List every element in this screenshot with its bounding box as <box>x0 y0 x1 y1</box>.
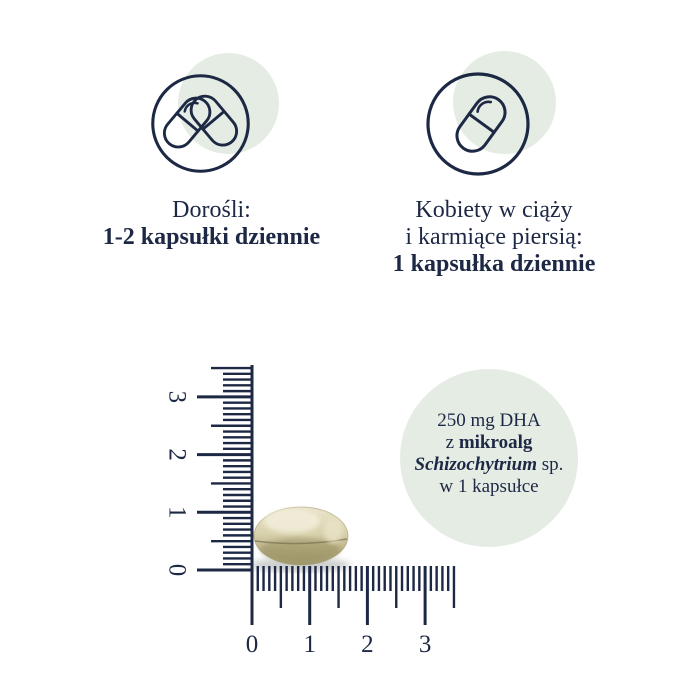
dha-source: z mikroalg <box>445 432 533 453</box>
vertical-ruler-label: 1 <box>164 506 191 519</box>
capsule-side-highlight <box>324 519 342 543</box>
dosage-pregnant-label-1: Kobiety w ciąży <box>415 197 573 223</box>
capsule-highlight <box>183 101 199 113</box>
size-ruler: 0 1 2 3 0 1 2 3 <box>164 365 456 658</box>
capsule-highlight <box>476 100 493 113</box>
vertical-ruler-label: 2 <box>164 448 191 461</box>
icon-ring <box>426 72 530 176</box>
icon-ring <box>151 74 250 173</box>
capsule-right <box>189 94 239 147</box>
horizontal-ruler-label: 3 <box>419 631 432 658</box>
dosage-adults-amount: 1-2 kapsułki dziennie <box>102 224 321 250</box>
vertical-ruler-label: 0 <box>164 564 191 577</box>
capsule-top-highlight <box>264 509 320 533</box>
decorative-circle-pregnant <box>453 51 556 154</box>
horizontal-ruler-label: 1 <box>303 631 316 658</box>
vertical-ruler: 0 1 2 3 <box>164 365 254 577</box>
dosage-adults-text: Dorośli: 1-2 kapsułki dziennie <box>30 197 393 251</box>
dha-info-circle: 250 mg DHA z mikroalg Schizochytrium sp.… <box>400 369 578 547</box>
dosage-adults-label: Dorośli: <box>172 197 251 223</box>
horizontal-ruler-label: 0 <box>246 631 259 658</box>
capsule-left <box>162 96 212 149</box>
horizontal-ruler: 0 1 2 3 <box>246 566 456 658</box>
softgel-capsule-photo <box>249 506 351 572</box>
capsule <box>455 95 507 153</box>
dha-species: Schizochytrium sp. <box>414 454 564 475</box>
dosage-pregnant-amount: 1 kapsułka dziennie <box>392 251 596 277</box>
two-capsules-icon <box>151 74 250 173</box>
one-capsule-icon <box>426 72 530 176</box>
dosage-pregnant-label-2: i karmiące piersią: <box>405 224 583 250</box>
dosage-pregnant-text: Kobiety w ciąży i karmiące piersią: 1 ka… <box>312 197 676 278</box>
dha-per-capsule: w 1 kapsułce <box>439 476 539 497</box>
capsule-lower-shade <box>260 538 340 562</box>
horizontal-ruler-label: 2 <box>361 631 374 658</box>
dha-amount: 250 mg DHA <box>437 410 541 431</box>
vertical-ruler-label: 3 <box>164 391 191 404</box>
